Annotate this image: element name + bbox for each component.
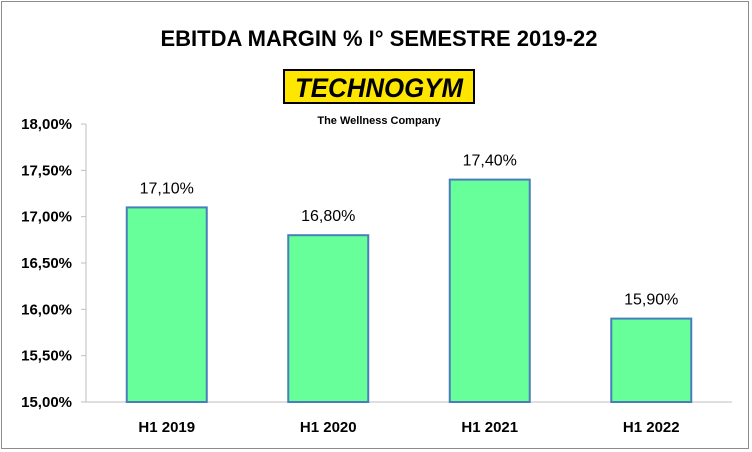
y-tick-label: 15,00% — [21, 394, 72, 411]
bar — [448, 178, 531, 403]
logo-background — [283, 69, 475, 104]
y-tick-label: 16,00% — [21, 301, 72, 318]
bar-value-label: 15,90% — [624, 292, 678, 309]
x-category-label: H1 2022 — [623, 419, 680, 436]
x-category-label: H1 2019 — [138, 419, 195, 436]
x-category-label: H1 2020 — [300, 419, 357, 436]
bar — [125, 206, 208, 403]
chart-title: EBITDA MARGIN % I° SEMESTRE 2019-22 — [160, 26, 597, 51]
bar-value-label: 17,10% — [140, 180, 194, 197]
plot-area: 15,00% 15,50% 16,00% 16,50% 17,00% 17,50% 18,0… — [21, 116, 732, 436]
bar-value-label: 16,80% — [301, 208, 355, 225]
brand-logo: TECHNOGYM The Wellness Company — [283, 69, 475, 127]
y-tick-label: 17,00% — [21, 209, 72, 226]
logo-wordmark: TECHNOGYM — [295, 73, 463, 103]
bar — [610, 317, 693, 404]
logo-tagline: The Wellness Company — [317, 115, 441, 127]
y-tick-label: 15,50% — [21, 348, 72, 365]
bar — [287, 234, 370, 403]
x-category-label: H1 2021 — [461, 419, 518, 436]
y-tick-label: 18,00% — [21, 116, 72, 133]
y-tick-label: 16,50% — [21, 255, 72, 272]
y-tick-label: 17,50% — [21, 162, 72, 179]
bar-value-label: 17,40% — [463, 153, 517, 170]
